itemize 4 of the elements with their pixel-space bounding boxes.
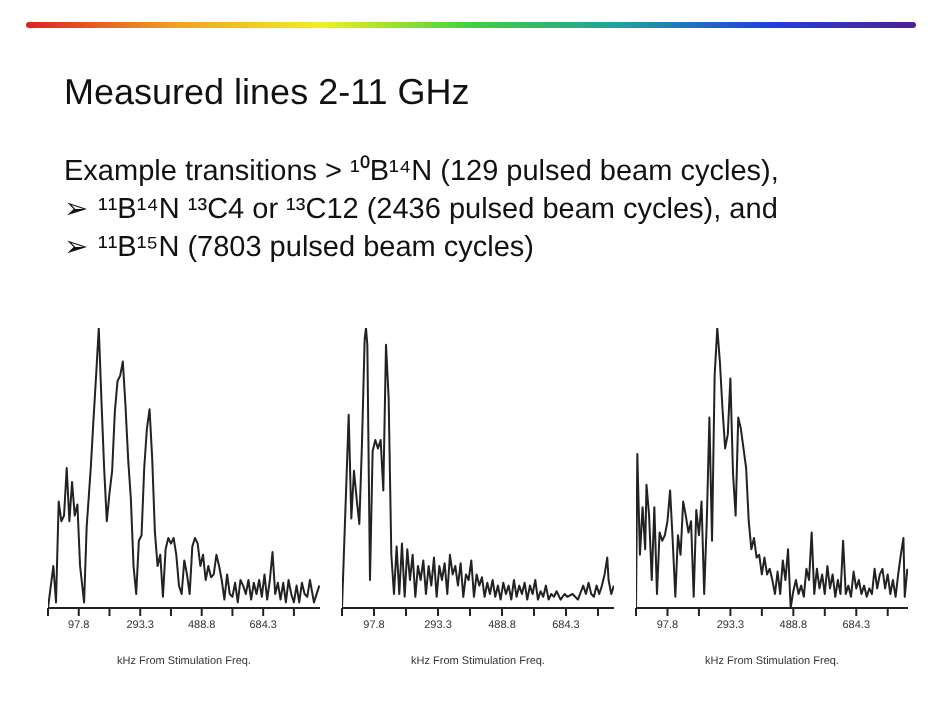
text: Measured lines 2-11 GHz	[64, 72, 472, 114]
text: Example transitions > ¹⁰B¹⁴N (129 pulsed beam cycles),	[64, 154, 781, 192]
text: ➢ ¹¹B¹⁴N ¹³C4 or ¹³C12 (2436 pulsed beam cycles), and	[64, 192, 780, 230]
text: ➢ ¹¹B¹⁵N (7803 pulsed beam cycles)	[64, 230, 536, 268]
